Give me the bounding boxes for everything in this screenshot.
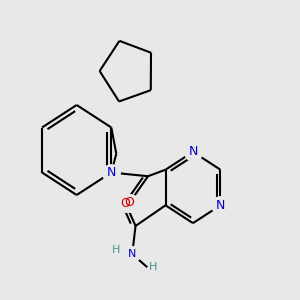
Text: N: N: [188, 146, 198, 158]
Text: N: N: [106, 166, 116, 179]
Text: N: N: [128, 249, 136, 259]
Text: H: H: [112, 245, 121, 255]
Text: N: N: [216, 199, 225, 212]
Text: O: O: [125, 196, 135, 209]
Text: O: O: [121, 197, 130, 210]
Text: H: H: [149, 262, 157, 272]
